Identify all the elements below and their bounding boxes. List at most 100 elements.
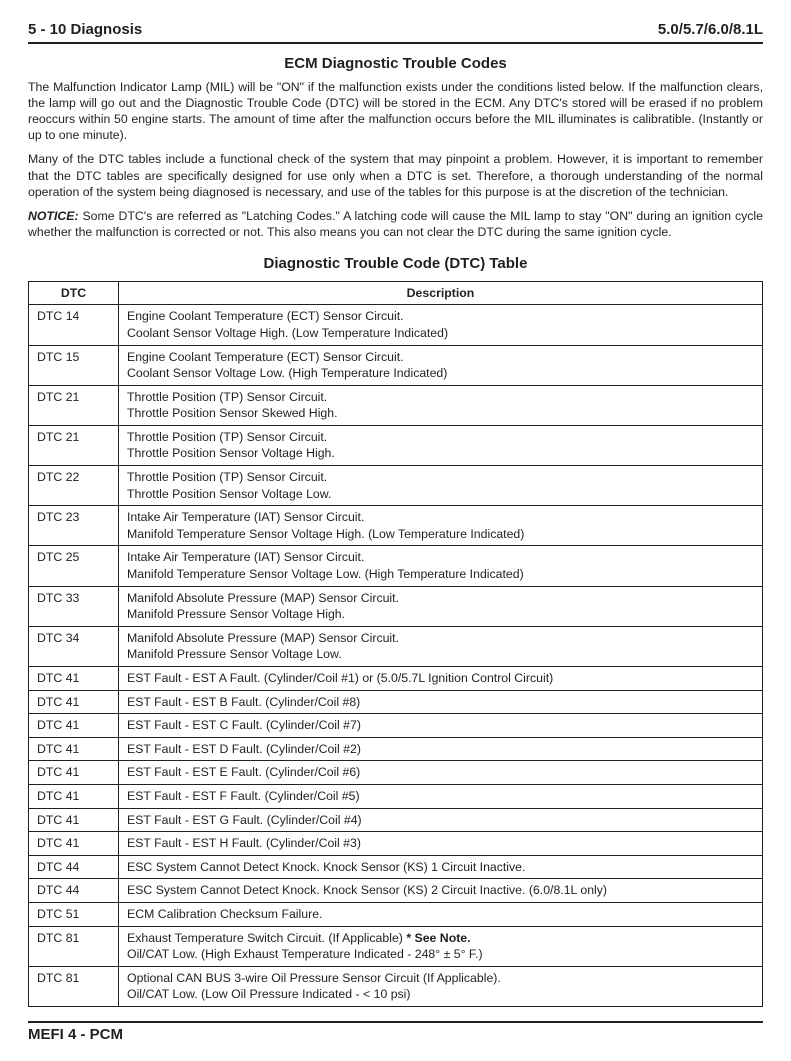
table-row: DTC 33 Manifold Absolute Pressure (MAP) S… bbox=[29, 586, 763, 626]
dtc-description-line: EST Fault - EST B Fault. (Cylinder/Coil … bbox=[127, 694, 754, 711]
dtc-code-cell: DTC 51 bbox=[29, 902, 119, 926]
dtc-code-cell: DTC 15 bbox=[29, 345, 119, 385]
notice-label: NOTICE: bbox=[28, 209, 79, 223]
dtc-code-cell: DTC 41 bbox=[29, 667, 119, 691]
table-row: DTC 51 ECM Calibration Checksum Failure. bbox=[29, 902, 763, 926]
dtc-description-line: ESC System Cannot Detect Knock. Knock Se… bbox=[127, 882, 754, 899]
dtc-code-cell: DTC 21 bbox=[29, 425, 119, 465]
notice-paragraph: NOTICE: Some DTC's are referred as "Latc… bbox=[28, 208, 763, 240]
dtc-description-line: Throttle Position Sensor Skewed High. bbox=[127, 405, 754, 422]
dtc-description-cell: Throttle Position (TP) Sensor Circuit.Th… bbox=[119, 466, 763, 506]
dtc-code-cell: DTC 23 bbox=[29, 506, 119, 546]
dtc-description-line: EST Fault - EST C Fault. (Cylinder/Coil … bbox=[127, 717, 754, 734]
dtc-description-cell: Engine Coolant Temperature (ECT) Sensor … bbox=[119, 305, 763, 345]
table-row: DTC 21 Throttle Position (TP) Sensor Circ… bbox=[29, 425, 763, 465]
dtc-description-cell: EST Fault - EST D Fault. (Cylinder/Coil … bbox=[119, 737, 763, 761]
dtc-table: DTC Description DTC 14 Engine Coolant Tem… bbox=[28, 281, 763, 1007]
dtc-code-cell: DTC 14 bbox=[29, 305, 119, 345]
table-row: DTC 15 Engine Coolant Temperature (ECT) S… bbox=[29, 345, 763, 385]
dtc-description-line: EST Fault - EST E Fault. (Cylinder/Coil … bbox=[127, 764, 754, 781]
dtc-description-cell: EST Fault - EST G Fault. (Cylinder/Coil … bbox=[119, 808, 763, 832]
table-row: DTC 81 Exhaust Temperature Switch Circuit… bbox=[29, 926, 763, 966]
dtc-code-cell: DTC 41 bbox=[29, 832, 119, 856]
table-row: DTC 14 Engine Coolant Temperature (ECT) S… bbox=[29, 305, 763, 345]
dtc-description-cell: ESC System Cannot Detect Knock. Knock Se… bbox=[119, 879, 763, 903]
dtc-description-line: Engine Coolant Temperature (ECT) Sensor … bbox=[127, 349, 754, 366]
dtc-code-cell: DTC 34 bbox=[29, 626, 119, 666]
dtc-description-line: Throttle Position (TP) Sensor Circuit. bbox=[127, 469, 754, 486]
dtc-description-cell: Engine Coolant Temperature (ECT) Sensor … bbox=[119, 345, 763, 385]
dtc-description-line: Manifold Temperature Sensor Voltage Low.… bbox=[127, 566, 754, 583]
notice-text: Some DTC's are referred as "Latching Cod… bbox=[28, 209, 763, 239]
dtc-description-cell: Throttle Position (TP) Sensor Circuit.Th… bbox=[119, 385, 763, 425]
dtc-code-cell: DTC 81 bbox=[29, 926, 119, 966]
dtc-code-cell: DTC 25 bbox=[29, 546, 119, 586]
page-header: 5 - 10 Diagnosis 5.0/5.7/6.0/8.1L bbox=[28, 20, 763, 44]
dtc-description-line: Coolant Sensor Voltage High. (Low Temper… bbox=[127, 325, 754, 342]
dtc-description-line: Throttle Position (TP) Sensor Circuit. bbox=[127, 389, 754, 406]
dtc-description-line: Manifold Temperature Sensor Voltage High… bbox=[127, 526, 754, 543]
dtc-description-line: Throttle Position (TP) Sensor Circuit. bbox=[127, 429, 754, 446]
dtc-description-cell: Manifold Absolute Pressure (MAP) Sensor … bbox=[119, 586, 763, 626]
dtc-description-line: Exhaust Temperature Switch Circuit. (If … bbox=[127, 930, 754, 947]
table-row: DTC 41 EST Fault - EST C Fault. (Cylinder… bbox=[29, 714, 763, 738]
dtc-description-line: Manifold Absolute Pressure (MAP) Sensor … bbox=[127, 590, 754, 607]
dtc-description-line: Oil/CAT Low. (High Exhaust Temperature I… bbox=[127, 946, 754, 963]
table-header-row: DTC Description bbox=[29, 281, 763, 305]
table-row: DTC 41 EST Fault - EST B Fault. (Cylinder… bbox=[29, 690, 763, 714]
dtc-description-cell: EST Fault - EST B Fault. (Cylinder/Coil … bbox=[119, 690, 763, 714]
dtc-description-line: Intake Air Temperature (IAT) Sensor Circ… bbox=[127, 509, 754, 526]
table-row: DTC 44 ESC System Cannot Detect Knock. Kn… bbox=[29, 879, 763, 903]
dtc-description-cell: Intake Air Temperature (IAT) Sensor Circ… bbox=[119, 506, 763, 546]
intro-paragraph-2: Many of the DTC tables include a functio… bbox=[28, 151, 763, 200]
table-row: DTC 34Manifold Absolute Pressure (MAP) S… bbox=[29, 626, 763, 666]
dtc-description-line: EST Fault - EST F Fault. (Cylinder/Coil … bbox=[127, 788, 754, 805]
intro-paragraph-1: The Malfunction Indicator Lamp (MIL) wil… bbox=[28, 79, 763, 144]
table-row: DTC 23 Intake Air Temperature (IAT) Senso… bbox=[29, 506, 763, 546]
dtc-description-line: EST Fault - EST D Fault. (Cylinder/Coil … bbox=[127, 741, 754, 758]
dtc-description-line: Coolant Sensor Voltage Low. (High Temper… bbox=[127, 365, 754, 382]
dtc-description-cell: EST Fault - EST F Fault. (Cylinder/Coil … bbox=[119, 784, 763, 808]
dtc-description-line: Manifold Pressure Sensor Voltage High. bbox=[127, 606, 754, 623]
dtc-description-line: EST Fault - EST A Fault. (Cylinder/Coil … bbox=[127, 670, 754, 687]
dtc-description-line: Engine Coolant Temperature (ECT) Sensor … bbox=[127, 308, 754, 325]
dtc-description-cell: Intake Air Temperature (IAT) Sensor Circ… bbox=[119, 546, 763, 586]
dtc-code-cell: DTC 41 bbox=[29, 714, 119, 738]
dtc-description-line: Oil/CAT Low. (Low Oil Pressure Indicated… bbox=[127, 986, 754, 1003]
table-row: DTC 41EST Fault - EST G Fault. (Cylinder… bbox=[29, 808, 763, 832]
dtc-description-line: EST Fault - EST H Fault. (Cylinder/Coil … bbox=[127, 835, 754, 852]
dtc-code-cell: DTC 81 bbox=[29, 966, 119, 1006]
dtc-code-cell: DTC 33 bbox=[29, 586, 119, 626]
dtc-description-cell: EST Fault - EST A Fault. (Cylinder/Coil … bbox=[119, 667, 763, 691]
dtc-code-cell: DTC 44 bbox=[29, 879, 119, 903]
dtc-description-line: ECM Calibration Checksum Failure. bbox=[127, 906, 754, 923]
section-title: ECM Diagnostic Trouble Codes bbox=[28, 54, 763, 74]
dtc-code-cell: DTC 41 bbox=[29, 784, 119, 808]
col-header-dtc: DTC bbox=[29, 281, 119, 305]
col-header-description: Description bbox=[119, 281, 763, 305]
dtc-description-cell: Exhaust Temperature Switch Circuit. (If … bbox=[119, 926, 763, 966]
see-note: * See Note. bbox=[406, 931, 470, 945]
dtc-code-cell: DTC 44 bbox=[29, 855, 119, 879]
dtc-code-cell: DTC 41 bbox=[29, 690, 119, 714]
header-left: 5 - 10 Diagnosis bbox=[28, 20, 142, 40]
dtc-description-line: Throttle Position Sensor Voltage Low. bbox=[127, 486, 754, 503]
dtc-description-line: Optional CAN BUS 3-wire Oil Pressure Sen… bbox=[127, 970, 754, 987]
dtc-description-cell: EST Fault - EST H Fault. (Cylinder/Coil … bbox=[119, 832, 763, 856]
dtc-description-line: EST Fault - EST G Fault. (Cylinder/Coil … bbox=[127, 812, 754, 829]
dtc-code-cell: DTC 41 bbox=[29, 761, 119, 785]
table-row: DTC 25Intake Air Temperature (IAT) Senso… bbox=[29, 546, 763, 586]
table-title: Diagnostic Trouble Code (DTC) Table bbox=[28, 254, 763, 274]
dtc-description-cell: Manifold Absolute Pressure (MAP) Sensor … bbox=[119, 626, 763, 666]
table-row: DTC 41 EST Fault - EST A Fault. (Cylinder… bbox=[29, 667, 763, 691]
dtc-description-cell: EST Fault - EST E Fault. (Cylinder/Coil … bbox=[119, 761, 763, 785]
dtc-description-line: Throttle Position Sensor Voltage High. bbox=[127, 445, 754, 462]
dtc-description-cell: ESC System Cannot Detect Knock. Knock Se… bbox=[119, 855, 763, 879]
dtc-code-cell: DTC 41 bbox=[29, 737, 119, 761]
table-row: DTC 44 ESC System Cannot Detect Knock. Kn… bbox=[29, 855, 763, 879]
table-row: DTC 41 EST Fault - EST E Fault. (Cylinder… bbox=[29, 761, 763, 785]
table-row: DTC 41 EST Fault - EST F Fault. (Cylinder… bbox=[29, 784, 763, 808]
table-row: DTC 21Throttle Position (TP) Sensor Circ… bbox=[29, 385, 763, 425]
dtc-description-line: ESC System Cannot Detect Knock. Knock Se… bbox=[127, 859, 754, 876]
dtc-code-cell: DTC 21 bbox=[29, 385, 119, 425]
